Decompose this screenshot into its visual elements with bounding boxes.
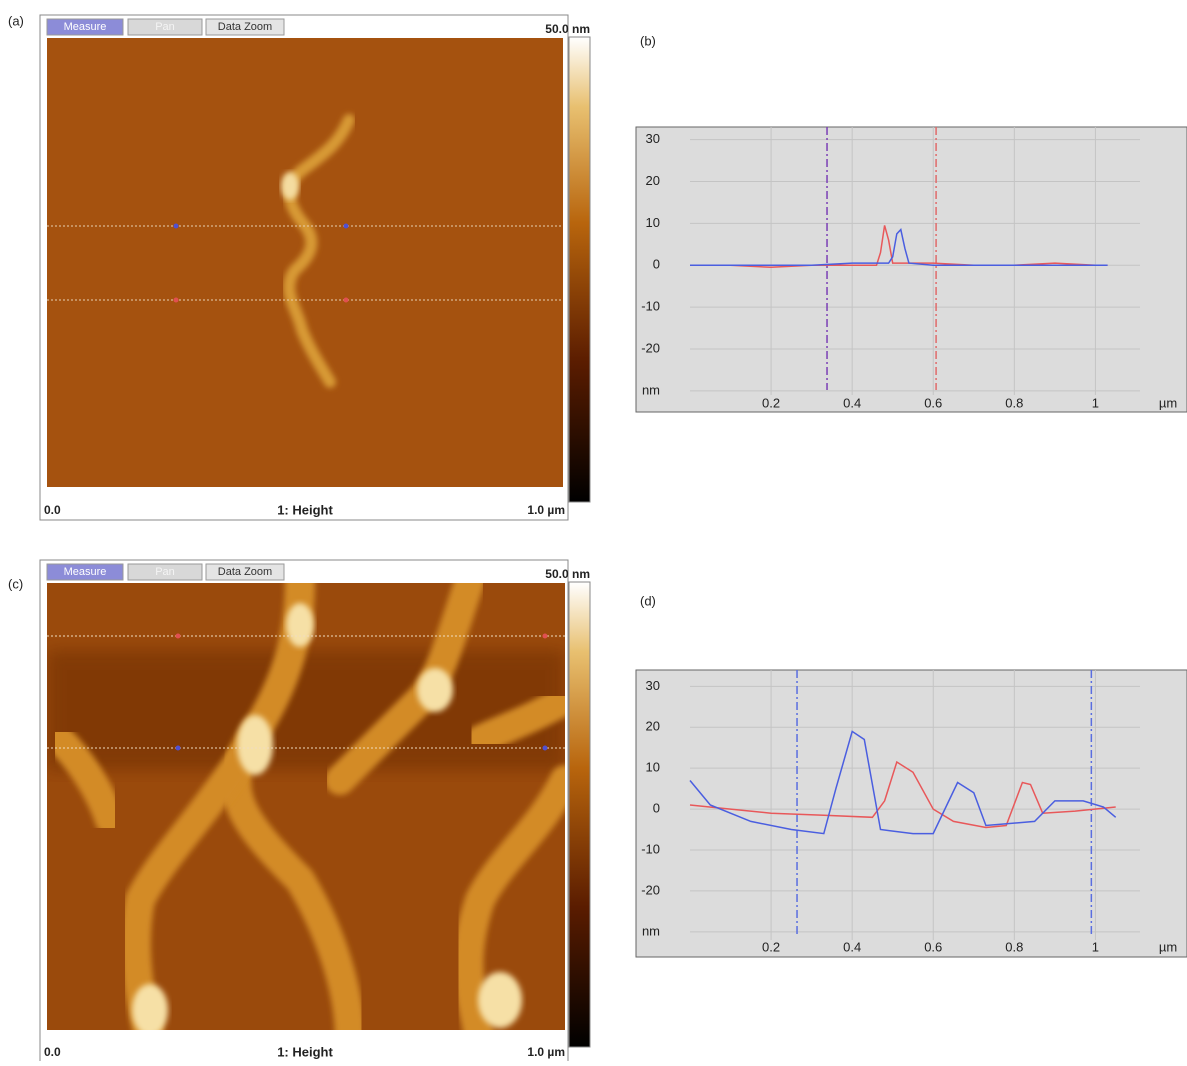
channel: 1: Height [277,502,333,517]
panel-label: (d) [640,593,656,608]
x-unit: µm [1159,395,1177,410]
y-tick-label: 0 [653,257,660,272]
y-tick-label: nm [642,923,660,938]
toolbar-button-label: Pan [155,21,175,33]
fibril-spot [478,972,522,1028]
toolbar-button [127,18,203,36]
scan-dot [542,745,548,751]
y-tick-label: -10 [641,299,660,314]
fibril-spot [237,715,273,775]
y-tick-label: 10 [646,760,660,775]
y-tick-label: 30 [646,678,660,693]
toolbar-button [46,18,124,36]
scale-max: 50.0 nm [545,567,590,581]
scan-dot [173,223,179,229]
y-tick-label: 10 [646,215,660,230]
toolbar-button-label: Data Zoom [218,21,272,33]
fibril [283,114,355,388]
fibril-spot [132,984,168,1030]
x-tick-label: 0.2 [762,395,780,410]
y-tick-label: 30 [646,131,660,146]
x-tick-label: 0.6 [924,939,942,954]
scan-dot [173,297,179,303]
profile-line [690,228,1108,266]
scale-max: 50.0 nm [545,22,590,36]
color-bar [568,36,591,503]
x-tick-label: 0.4 [843,939,861,954]
fibril [453,765,565,1030]
y-tick-label: -20 [641,882,660,897]
fibril-spot [417,668,453,712]
y-tick-label: -10 [641,841,660,856]
y-tick-label: 0 [653,801,660,816]
scan-dot [343,223,349,229]
x-end: 1.0 µm [527,1045,565,1059]
y-tick-label: -20 [641,340,660,355]
panel-label: (a) [8,13,24,28]
toolbar-button-label: Measure [64,566,107,578]
afm-image [47,583,565,1030]
toolbar-button-label: Pan [155,566,175,578]
fibril [465,685,565,755]
toolbar-button-label: Measure [64,21,107,33]
x-tick-label: 1 [1092,939,1099,954]
x-unit: µm [1159,939,1177,954]
x-tick-label: 1 [1092,395,1099,410]
panel-label: (b) [640,33,656,48]
x-tick-label: 0.4 [843,395,861,410]
profile-line [689,730,1117,835]
fibril-spot [281,172,299,200]
profile-line [690,225,1108,269]
chart-frame [635,126,1187,413]
toolbar-button [205,18,285,36]
scan-dot [175,745,181,751]
y-tick-label: 20 [646,173,660,188]
x-tick-label: 0.8 [1005,395,1023,410]
x-start: 0.0 [44,1045,61,1059]
color-bar [568,581,591,1048]
x-end: 1.0 µm [527,503,565,517]
toolbar-button [127,563,203,581]
chart-frame [635,669,1187,958]
fibril [221,583,365,1030]
channel: 1: Height [277,1044,333,1059]
scan-dot [542,633,548,639]
x-tick-label: 0.6 [924,395,942,410]
profile-line [689,760,1116,829]
toolbar-button-label: Data Zoom [218,566,272,578]
x-start: 0.0 [44,503,61,517]
scan-dot [175,633,181,639]
x-tick-label: 0.8 [1005,939,1023,954]
scan-dot [343,297,349,303]
toolbar-button [205,563,285,581]
toolbar-button [46,563,124,581]
y-tick-label: 20 [646,719,660,734]
fibril [47,725,125,835]
x-tick-label: 0.2 [762,939,780,954]
afm-image [47,38,563,487]
panel-label: (c) [8,576,23,591]
fibril-spot [286,603,314,647]
y-tick-label: nm [642,382,660,397]
